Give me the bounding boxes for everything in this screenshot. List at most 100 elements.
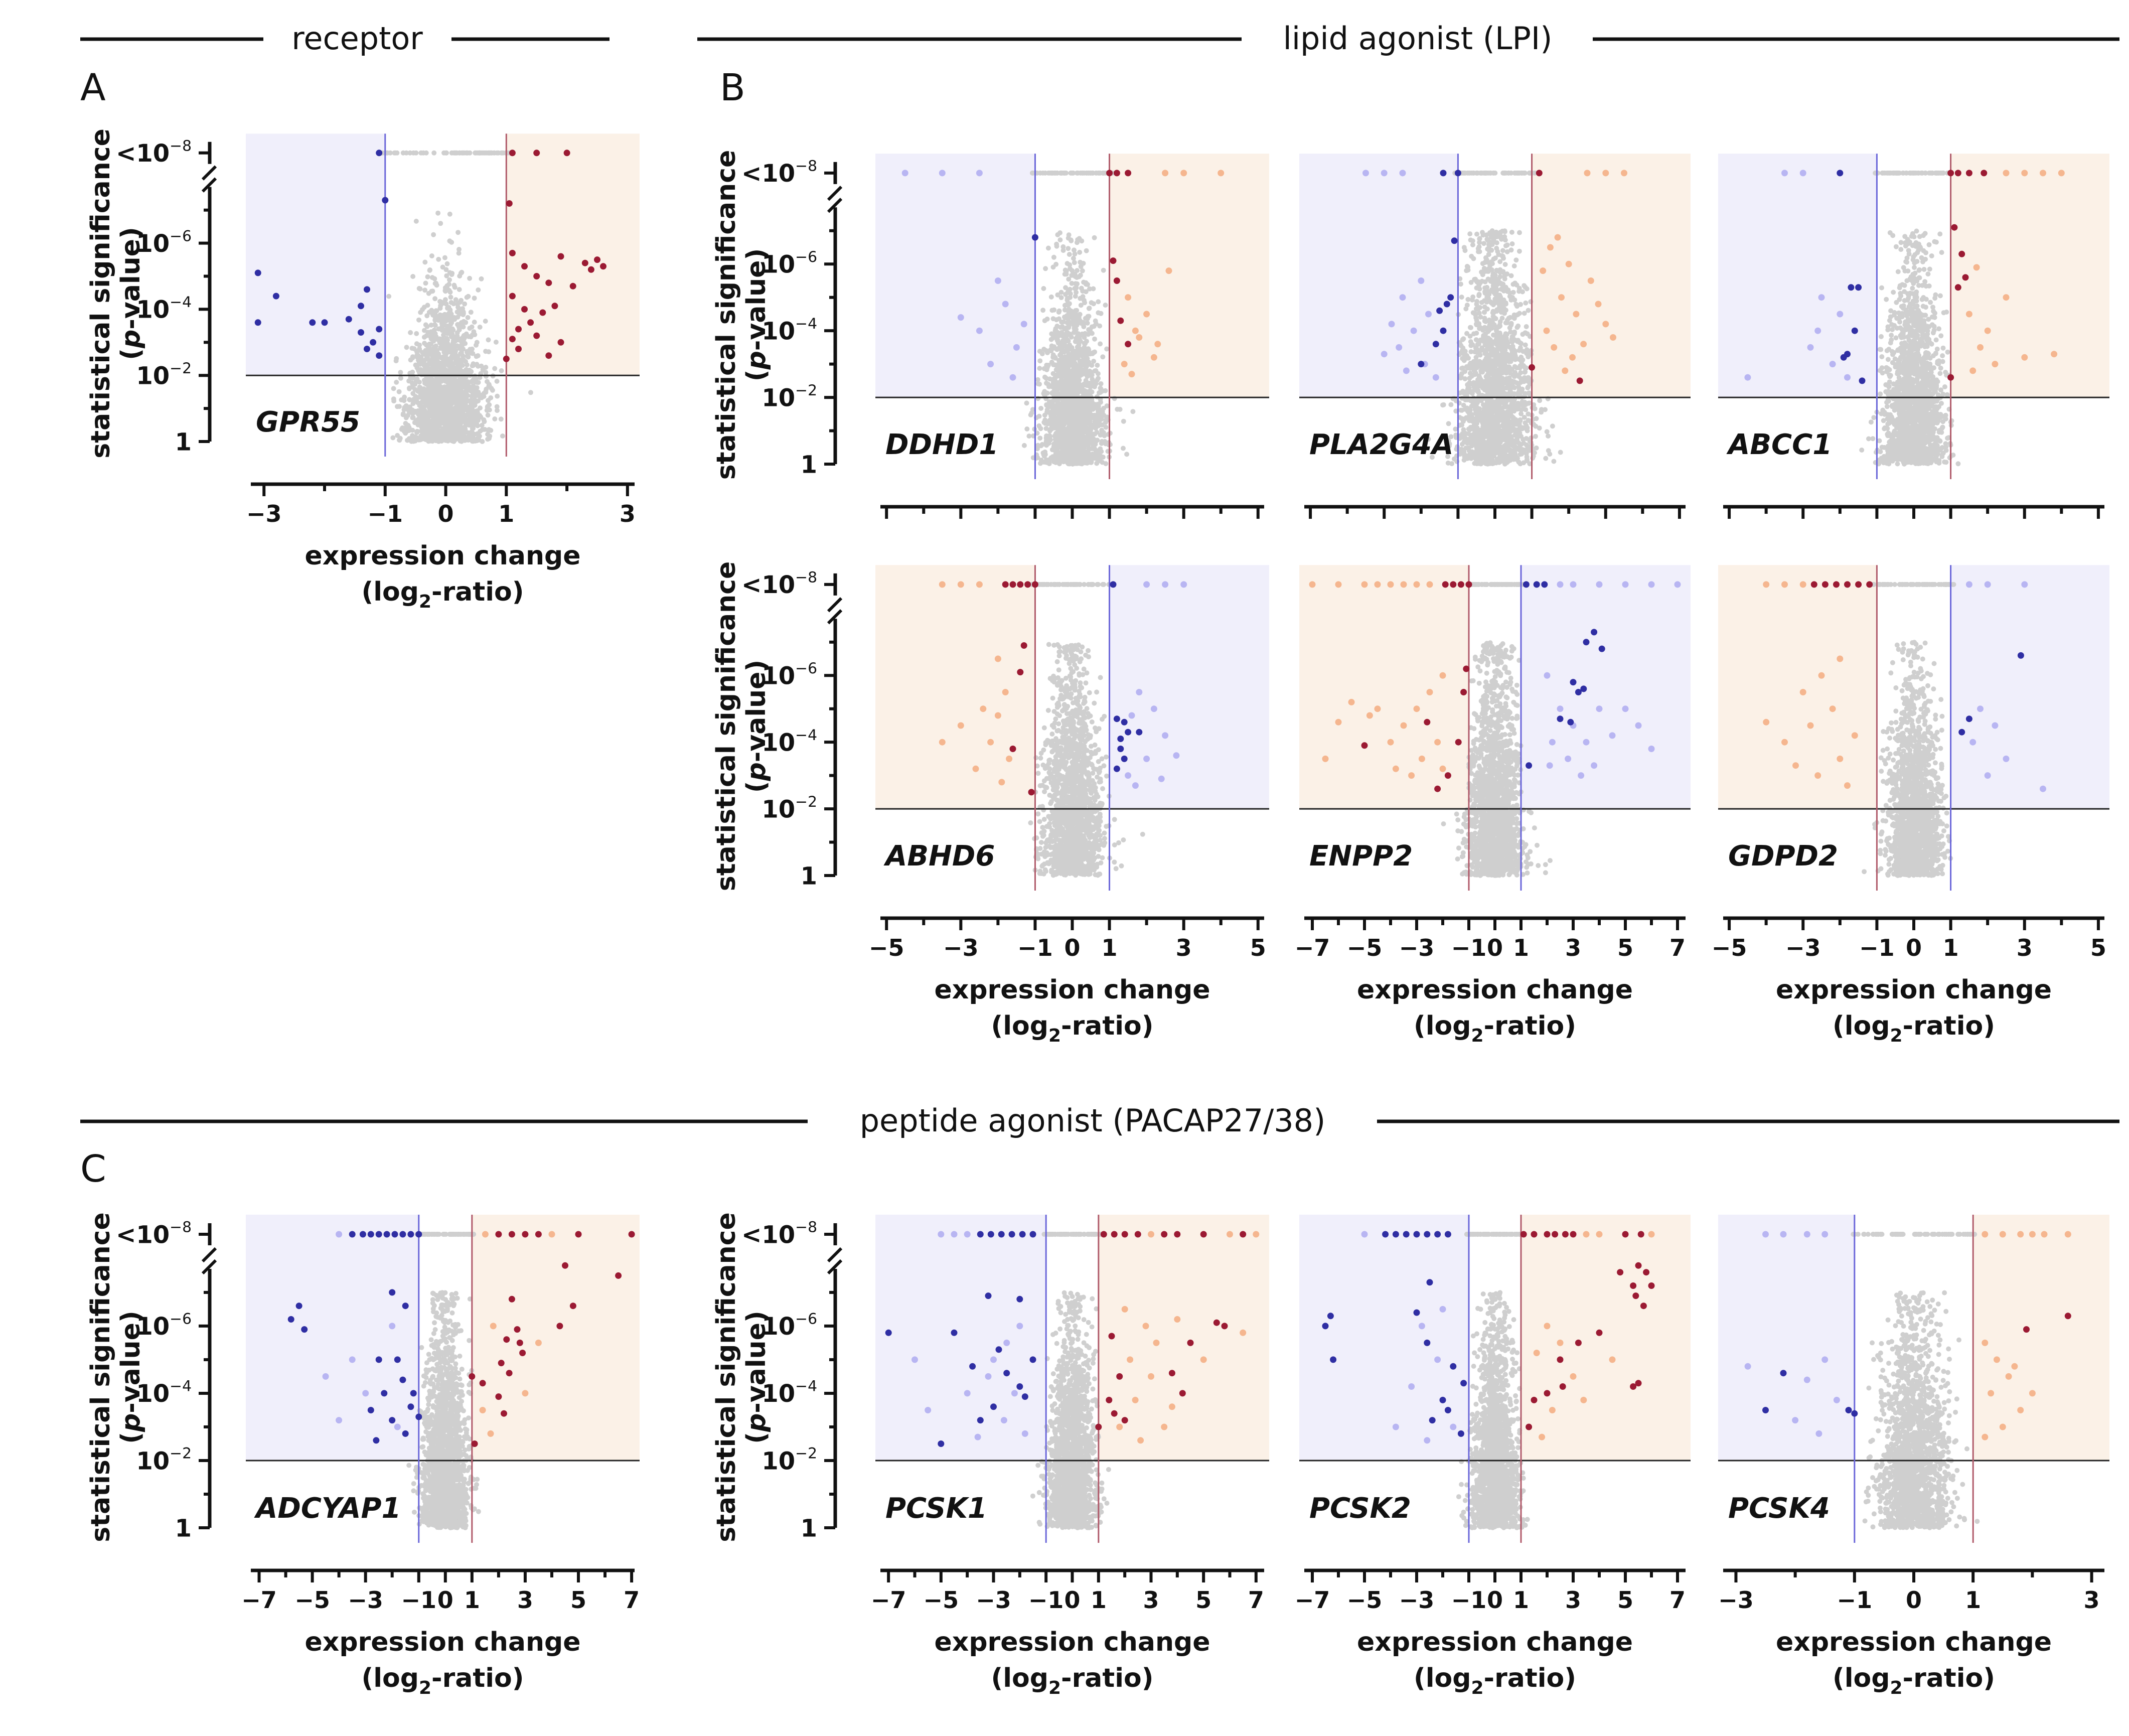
background-point [1079,285,1084,291]
background-point [1063,268,1069,274]
point-up-dark [509,249,516,256]
background-point [1046,460,1052,465]
background-point [1484,284,1490,290]
background-point [464,295,470,300]
background-point [451,408,457,414]
point-up-dark [533,150,540,157]
background-point [458,367,463,372]
background-point [422,341,427,346]
point-down-dark [376,150,383,157]
background-point [483,319,488,324]
background-point [408,330,413,335]
background-point [423,368,428,374]
background-point [433,309,439,314]
point-down-dark [376,352,383,359]
y-axis-title: statistical significance [711,150,741,480]
background-point [1090,350,1096,356]
background-point [1064,261,1070,266]
background-point [434,382,439,387]
background-point [1071,406,1077,411]
background-point [434,425,440,430]
background-point [1480,230,1485,235]
background-point [1068,332,1073,337]
background-point [1067,357,1073,363]
background-point [432,276,437,281]
point-up-dark [1113,277,1120,284]
background-point [1037,358,1043,364]
background-point [1059,454,1064,460]
background-point [391,396,396,402]
background-point [479,422,485,428]
background-point [449,437,455,443]
background-point [1074,315,1080,320]
background-point [1057,379,1063,384]
background-point [429,288,434,294]
point-up-dark [545,352,552,359]
background-point [1085,321,1090,326]
background-point [1066,438,1071,443]
background-point [1066,325,1072,330]
background-point [1041,286,1046,291]
background-point [432,323,438,328]
background-point [399,397,404,402]
background-point [474,385,480,390]
background-point [1076,414,1081,420]
point-down-dark [254,269,261,276]
background-point [403,415,409,420]
background-point [450,361,455,366]
background-point [1478,314,1483,320]
background-point [451,315,457,320]
background-point [428,330,433,336]
background-point [1080,294,1086,300]
background-point [441,426,447,431]
background-point [447,346,452,351]
background-point [461,311,466,316]
background-point [469,324,475,330]
background-point [454,421,460,426]
background-point [1067,453,1072,459]
background-point [463,388,469,393]
background-point [1085,356,1090,361]
background-point [465,353,470,359]
shade-right [506,133,640,376]
background-point [470,363,475,368]
point-up-light [1121,361,1128,368]
background-point [1090,406,1096,412]
background-point [394,379,399,385]
background-point [492,416,498,421]
background-point [460,438,465,443]
background-point [1099,439,1105,444]
background-point [1063,285,1069,291]
background-point [1048,294,1054,300]
background-point [1100,409,1105,414]
y-tick-label: 1 [801,451,817,479]
background-point [1038,405,1044,411]
y-axis-title: statistical significance [86,128,116,458]
background-point [1087,331,1093,336]
point-up-dark [569,282,576,290]
x-tick-label: 3 [620,500,636,527]
background-point [398,375,403,381]
background-point [1097,323,1103,329]
background-point [1537,398,1543,403]
background-point [436,256,441,262]
point-up-dark [1117,317,1124,324]
point-up-light [1165,267,1172,274]
background-point [1507,290,1512,296]
background-point [1077,419,1082,424]
background-point [1060,248,1066,253]
background-point [1491,339,1497,345]
background-point [487,402,492,407]
background-point [1099,388,1105,394]
point-up-dark [581,259,588,266]
background-point [400,425,405,430]
background-point [1061,445,1067,450]
background-point [474,340,480,345]
background-point [1079,370,1084,375]
background-point [1084,399,1089,405]
background-point [1081,279,1087,285]
background-point [1080,320,1086,325]
background-point [1467,334,1473,339]
background-point [406,428,412,433]
